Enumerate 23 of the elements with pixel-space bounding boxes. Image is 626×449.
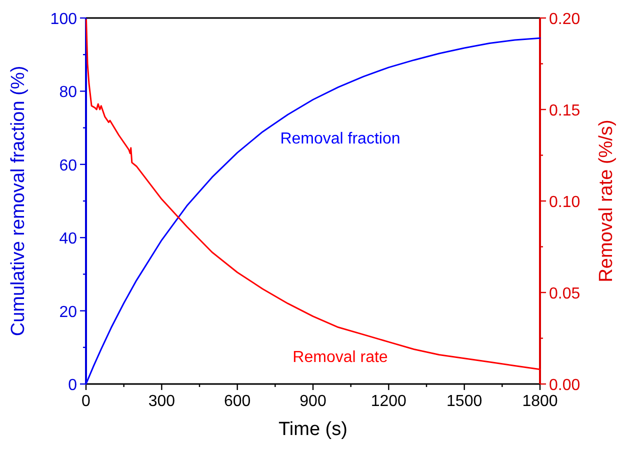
- y-tick-label: 20: [59, 304, 78, 321]
- y2-tick-label: 0.05: [549, 286, 580, 302]
- series-label: Removal fraction: [280, 130, 400, 148]
- y2-axis-title: Removal rate (%/s): [596, 120, 617, 282]
- x-tick-label: 1800: [522, 393, 558, 410]
- y2-tick-label: 0.15: [549, 102, 580, 120]
- x-tick-label: 300: [148, 393, 176, 410]
- y-axis-title: Cumulative removal fraction (%): [8, 66, 29, 336]
- x-tick-label: 900: [300, 393, 326, 410]
- y2-tick-label: 0.00: [549, 377, 580, 394]
- x-tick-label: 1500: [446, 393, 482, 410]
- y-tick-label: 40: [59, 230, 78, 248]
- y2-tick-label: 0.10: [549, 194, 580, 211]
- y-tick-label: 60: [59, 157, 78, 174]
- x-tick-label: 600: [224, 393, 251, 410]
- series-label: Removal rate: [292, 349, 388, 366]
- y-tick-label: 100: [50, 11, 78, 28]
- y-tick-label: 80: [59, 84, 78, 102]
- x-tick-label: 1200: [370, 393, 407, 410]
- y2-tick-label: 0.20: [549, 11, 580, 28]
- x-axis-title: Time (s): [278, 419, 348, 440]
- x-tick-label: 0: [82, 393, 91, 410]
- y-tick-label: 0: [68, 377, 78, 394]
